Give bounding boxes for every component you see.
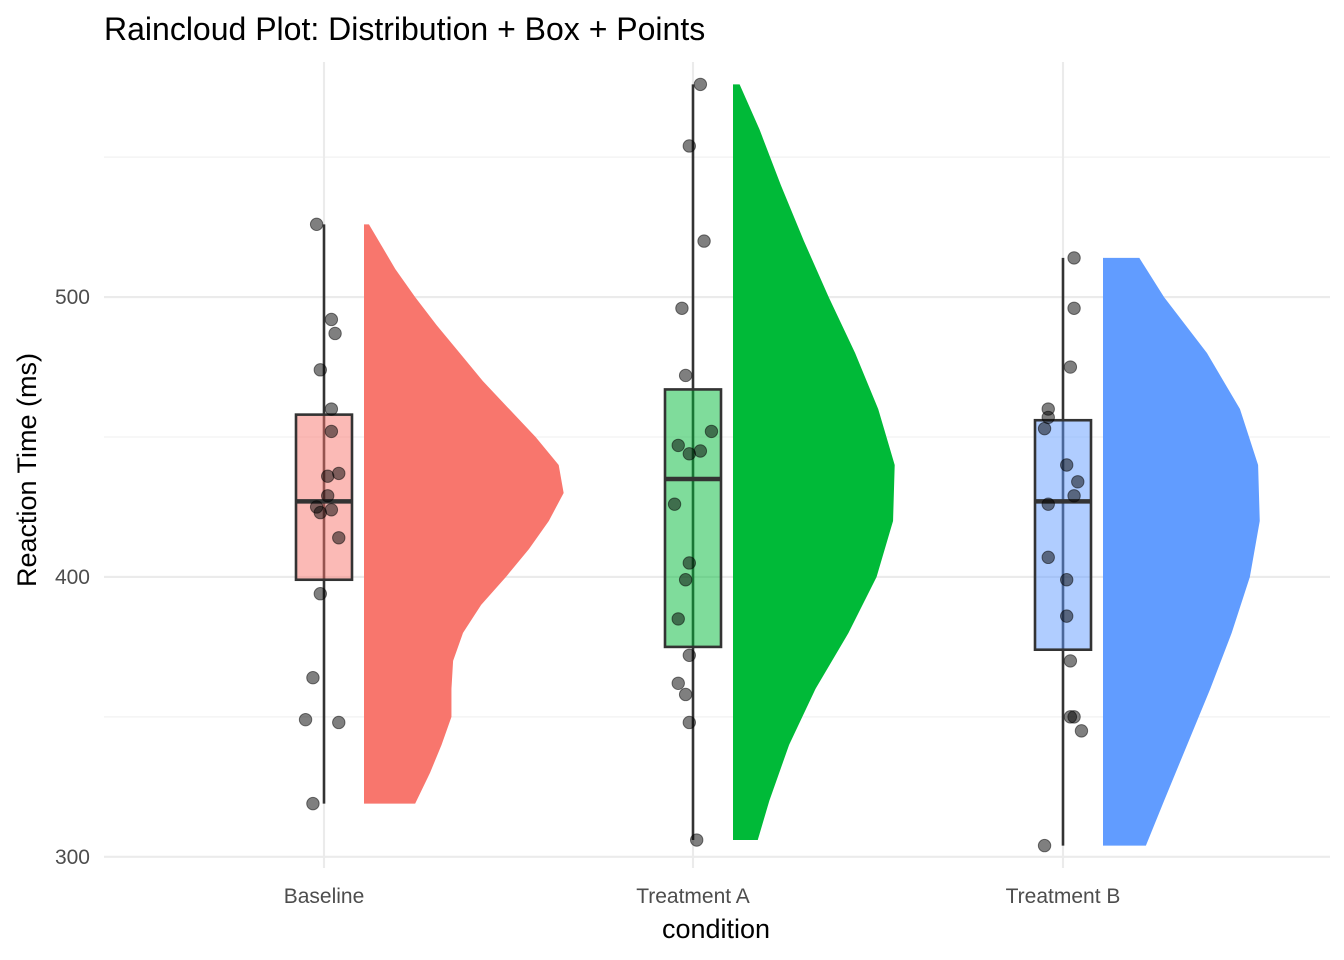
axes: 300 400 500 Baseline Treatment A Treatment B bbox=[55, 286, 1120, 908]
x-axis-title: condition bbox=[662, 914, 770, 944]
density-clouds bbox=[364, 84, 1260, 846]
data-point bbox=[682, 715, 697, 730]
data-point bbox=[306, 796, 320, 811]
density-cloud bbox=[733, 84, 895, 841]
data-point bbox=[1059, 573, 1074, 587]
data-point bbox=[1041, 410, 1055, 425]
data-point bbox=[1059, 609, 1074, 623]
y-axis-title: Reaction Time (ms) bbox=[12, 353, 42, 587]
data-point bbox=[1059, 458, 1074, 472]
data-point bbox=[306, 670, 320, 685]
data-point bbox=[324, 312, 339, 327]
data-point bbox=[324, 503, 339, 517]
data-point bbox=[671, 612, 685, 626]
y-tick-label: 500 bbox=[55, 286, 90, 309]
data-point bbox=[682, 447, 697, 461]
data-point bbox=[689, 833, 704, 847]
data-point bbox=[682, 648, 697, 663]
data-point bbox=[332, 531, 346, 545]
data-point bbox=[678, 687, 693, 702]
data-point bbox=[682, 556, 697, 570]
data-point bbox=[1067, 710, 1081, 724]
data-point bbox=[1067, 301, 1081, 315]
data-point bbox=[678, 573, 693, 587]
density-cloud bbox=[1103, 257, 1260, 846]
x-tick-label: Treatment B bbox=[1006, 885, 1121, 908]
data-points bbox=[298, 77, 1089, 853]
data-point bbox=[671, 676, 685, 690]
data-point bbox=[332, 466, 346, 481]
data-point bbox=[1037, 421, 1052, 436]
data-point bbox=[1041, 550, 1055, 565]
data-point bbox=[678, 368, 693, 383]
data-point bbox=[1063, 654, 1078, 668]
data-point bbox=[1041, 497, 1055, 511]
x-tick-label: Baseline bbox=[284, 885, 365, 908]
data-point bbox=[1067, 251, 1081, 265]
data-point bbox=[1037, 838, 1052, 853]
data-point bbox=[1071, 475, 1085, 489]
data-point bbox=[324, 424, 339, 439]
data-point bbox=[697, 234, 711, 248]
data-point bbox=[1074, 724, 1089, 738]
data-point bbox=[313, 587, 328, 601]
chart-title: Raincloud Plot: Distribution + Box + Poi… bbox=[104, 11, 705, 47]
y-tick-label: 300 bbox=[55, 846, 90, 869]
data-point bbox=[309, 217, 324, 232]
data-point bbox=[298, 712, 313, 727]
data-point bbox=[313, 505, 328, 520]
y-tick-label: 400 bbox=[55, 566, 90, 589]
data-point bbox=[675, 301, 689, 315]
data-point bbox=[313, 363, 328, 377]
data-point bbox=[693, 77, 708, 92]
data-point bbox=[671, 438, 685, 453]
density-cloud bbox=[364, 224, 564, 804]
data-point bbox=[1067, 489, 1081, 503]
data-point bbox=[324, 402, 339, 416]
data-point bbox=[704, 424, 719, 439]
data-point bbox=[332, 715, 346, 730]
data-point bbox=[320, 469, 335, 483]
x-tick-label: Treatment A bbox=[636, 885, 750, 908]
data-point bbox=[1063, 360, 1078, 374]
data-point bbox=[320, 489, 335, 503]
data-point bbox=[667, 497, 682, 511]
data-point bbox=[682, 139, 697, 153]
data-point bbox=[693, 444, 708, 458]
data-point bbox=[328, 326, 342, 341]
